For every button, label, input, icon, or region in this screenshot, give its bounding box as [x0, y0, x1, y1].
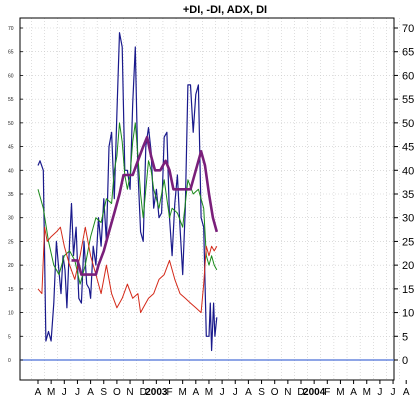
x-tick-label: F [166, 387, 172, 398]
right-tick-label: 40 [402, 165, 414, 177]
left-axis-ticks: 0 5 10 15 20 25 30 35 40 45 50 55 60 65 70 [8, 26, 23, 364]
x-tick-label: M [47, 387, 55, 398]
right-tick-label: 10 [402, 308, 414, 320]
x-tick-label: A [35, 387, 42, 398]
left-tick-label: 15 [8, 287, 14, 293]
x-tick-label: M [363, 387, 371, 398]
series-layer [37, 32, 219, 352]
right-tick-label: 35 [402, 189, 414, 201]
left-tick-label: 5 [8, 334, 11, 340]
x-tick-label: J [62, 387, 67, 398]
x-tick-label: J [377, 387, 382, 398]
x-tick-label: M [336, 387, 344, 398]
x-tick-label: A [350, 387, 357, 398]
x-tick-label: 2004 [303, 387, 326, 398]
x-tick-label: J [220, 387, 225, 398]
left-tick-label: 40 [8, 168, 14, 174]
right-axis-ticks: 0 5 10 15 20 25 30 35 40 45 50 55 60 65 70 [394, 23, 414, 367]
right-tick-label: 65 [402, 47, 414, 59]
left-tick-label: 25 [8, 239, 14, 245]
left-tick-label: 20 [8, 263, 14, 269]
left-tick-label: 65 [8, 50, 14, 56]
x-tick-label: M [178, 387, 186, 398]
left-tick-label: 10 [8, 311, 14, 317]
x-tick-label: N [126, 387, 133, 398]
right-tick-label: 5 [402, 331, 408, 343]
x-tick-label: J [391, 387, 396, 398]
x-tick-label: D [140, 387, 147, 398]
x-tick-label: O [113, 387, 121, 398]
series-line-3 [37, 226, 218, 314]
left-tick-label: 30 [8, 216, 14, 222]
right-tick-label: 70 [402, 23, 414, 35]
x-tick-label: J [75, 387, 80, 398]
right-tick-label: 45 [402, 142, 414, 154]
x-tick-label: A [192, 387, 199, 398]
right-tick-label: 0 [402, 355, 408, 367]
left-tick-label: 50 [8, 121, 14, 127]
x-tick-label: M [205, 387, 213, 398]
right-tick-label: 50 [402, 118, 414, 130]
x-tick-label: O [271, 387, 279, 398]
series-line-1 [37, 32, 218, 352]
x-tick-label: A [403, 387, 410, 398]
series-line-2 [37, 122, 218, 285]
left-tick-label: 70 [8, 26, 14, 32]
x-tick-label: A [87, 387, 94, 398]
series-line-4 [71, 135, 219, 276]
left-tick-label: 35 [8, 192, 14, 198]
right-tick-label: 20 [402, 260, 414, 272]
x-tick-label: A [245, 387, 252, 398]
right-tick-label: 15 [402, 284, 414, 296]
right-tick-label: 60 [402, 70, 414, 82]
x-tick-label: N [284, 387, 291, 398]
right-tick-label: 25 [402, 236, 414, 248]
left-tick-label: 60 [8, 73, 14, 79]
x-tick-label: S [258, 387, 265, 398]
left-tick-label: 0 [8, 358, 11, 364]
left-tick-label: 55 [8, 97, 14, 103]
x-tick-label: D [297, 387, 304, 398]
grid [20, 18, 400, 380]
right-tick-label: 30 [402, 213, 414, 225]
x-tick-label: S [100, 387, 107, 398]
chart-title: +DI, -DI, ADX, DI [183, 4, 267, 16]
x-tick-label: F [324, 387, 330, 398]
right-tick-label: 55 [402, 94, 414, 106]
left-tick-label: 45 [8, 145, 14, 151]
plot-frame [19, 17, 395, 381]
x-tick-label: 2003 [145, 387, 168, 398]
x-tick-label: J [233, 387, 238, 398]
